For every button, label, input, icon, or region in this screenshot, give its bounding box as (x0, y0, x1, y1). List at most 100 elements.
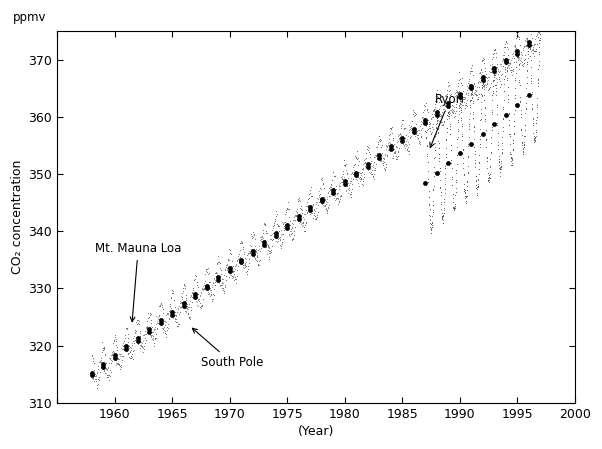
Point (172, 311, 181, 318)
Point (434, 98, 444, 106)
Point (455, 99, 465, 106)
Point (202, 268, 211, 275)
Point (167, 309, 177, 316)
Point (223, 256, 233, 264)
Point (108, 340, 118, 347)
Point (244, 247, 254, 255)
Point (166, 294, 176, 301)
Point (336, 192, 346, 199)
Point (432, 111, 442, 118)
Point (288, 220, 297, 227)
Point (396, 124, 406, 131)
Point (435, 102, 444, 110)
Point (492, 79, 502, 86)
Point (478, 79, 488, 87)
Point (450, 110, 460, 117)
Point (496, 80, 506, 87)
Point (471, 178, 481, 185)
Point (477, 84, 487, 91)
Point (303, 196, 313, 203)
Point (524, 21, 534, 28)
Point (435, 117, 445, 124)
Point (510, 106, 520, 114)
Point (340, 181, 350, 188)
Point (222, 262, 231, 269)
Point (438, 216, 447, 223)
Point (385, 139, 394, 146)
Point (453, 133, 462, 141)
Point (515, 42, 524, 49)
Point (530, 138, 539, 145)
Point (494, 161, 504, 168)
Point (208, 279, 218, 286)
Point (355, 182, 364, 189)
Point (117, 352, 127, 360)
Point (143, 326, 152, 333)
Point (322, 198, 332, 205)
Point (405, 134, 415, 141)
Point (485, 62, 495, 69)
Point (236, 238, 246, 245)
Point (518, 46, 527, 53)
Point (383, 146, 393, 154)
Point (340, 157, 349, 164)
Point (521, 92, 531, 99)
Point (521, 85, 531, 92)
Point (297, 210, 307, 217)
Point (510, 75, 520, 82)
Point (413, 132, 423, 139)
Point (477, 66, 486, 74)
Point (154, 313, 164, 320)
Point (154, 303, 164, 310)
Point (134, 337, 143, 344)
Point (237, 259, 246, 266)
Point (164, 308, 173, 315)
Point (188, 291, 197, 299)
Point (326, 186, 335, 194)
Point (429, 186, 438, 193)
Point (232, 267, 242, 274)
Point (386, 146, 396, 153)
Point (530, 35, 540, 43)
Point (444, 99, 453, 106)
Point (87, 374, 96, 381)
Point (448, 203, 458, 211)
Point (371, 153, 381, 160)
Point (404, 126, 414, 133)
Point (439, 101, 449, 108)
Point (463, 168, 473, 176)
Point (484, 172, 494, 179)
Point (506, 60, 515, 67)
Point (474, 78, 484, 85)
Point (504, 64, 514, 71)
Point (427, 125, 437, 132)
Point (497, 157, 506, 164)
Point (428, 107, 438, 114)
Point (173, 322, 182, 329)
Point (498, 105, 508, 112)
Point (520, 142, 529, 149)
Point (423, 108, 433, 115)
Point (90, 373, 100, 380)
Point (350, 168, 359, 176)
Point (219, 289, 229, 296)
Point (96, 357, 105, 364)
Point (128, 340, 137, 347)
Point (474, 158, 484, 166)
Point (397, 134, 407, 141)
Point (287, 224, 297, 231)
Point (227, 257, 237, 264)
Point (474, 91, 483, 98)
Point (238, 245, 248, 252)
Point (239, 264, 249, 272)
Point (182, 294, 191, 301)
Point (377, 141, 386, 148)
Point (527, 106, 537, 113)
Point (355, 175, 364, 182)
Point (471, 88, 480, 95)
Point (431, 125, 441, 132)
Point (403, 144, 412, 151)
Point (232, 260, 241, 267)
Point (486, 133, 496, 141)
Point (142, 324, 152, 331)
